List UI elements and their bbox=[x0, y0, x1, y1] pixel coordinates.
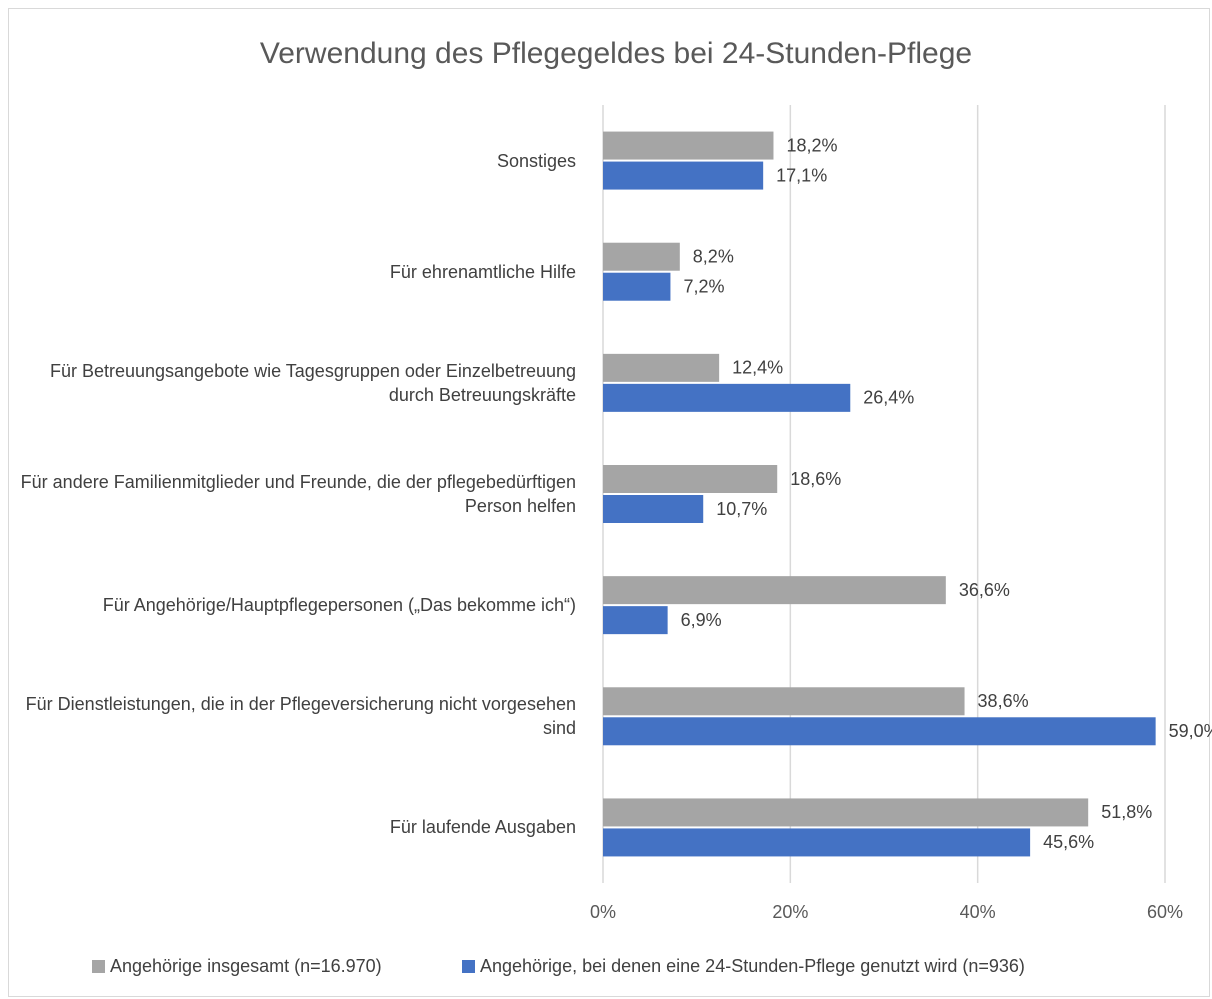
data-label: 45,6% bbox=[1043, 832, 1094, 852]
bar bbox=[603, 131, 774, 160]
bar bbox=[603, 798, 1089, 827]
data-label: 59,0% bbox=[1169, 721, 1212, 741]
bar bbox=[603, 161, 764, 190]
legend-swatch bbox=[92, 960, 105, 973]
data-label: 18,2% bbox=[786, 135, 837, 155]
legend-label: Angehörige insgesamt (n=16.970) bbox=[110, 956, 382, 976]
bar bbox=[603, 828, 1031, 857]
x-tick-label: 60% bbox=[1147, 902, 1183, 922]
data-label: 36,6% bbox=[959, 580, 1010, 600]
bar bbox=[603, 465, 778, 493]
bar bbox=[603, 242, 680, 271]
legend-swatch bbox=[462, 960, 475, 973]
data-label: 6,9% bbox=[681, 610, 722, 630]
chart-title: Verwendung des Pflegegeldes bei 24-Stund… bbox=[260, 37, 972, 70]
x-tick-label: 0% bbox=[590, 902, 616, 922]
bar bbox=[603, 353, 720, 382]
bar bbox=[603, 495, 704, 523]
legend-label: Angehörige, bei denen eine 24-Stunden-Pf… bbox=[480, 956, 1025, 976]
data-label: 26,4% bbox=[863, 388, 914, 408]
data-label: 8,2% bbox=[693, 246, 734, 266]
category-label: Für ehrenamtliche Hilfe bbox=[389, 261, 576, 282]
data-label: 10,7% bbox=[716, 499, 767, 519]
data-label: 17,1% bbox=[776, 165, 827, 185]
data-label: 51,8% bbox=[1101, 802, 1152, 822]
data-label: 7,2% bbox=[683, 276, 724, 296]
bar bbox=[603, 717, 1156, 746]
category-label: Für laufende Ausgaben bbox=[389, 817, 576, 838]
bar bbox=[603, 272, 671, 301]
category-label: Für Betreuungsangebote wie Tagesgruppen … bbox=[49, 360, 576, 405]
bar bbox=[603, 383, 851, 412]
bar bbox=[603, 606, 668, 635]
x-tick-label: 40% bbox=[960, 902, 996, 922]
data-label: 38,6% bbox=[978, 691, 1029, 711]
category-label: Für Angehörige/Hauptpflegepersonen („Das… bbox=[102, 595, 576, 616]
category-label: Sonstiges bbox=[496, 150, 576, 171]
category-label: Für andere Familienmitglieder und Freund… bbox=[20, 472, 576, 516]
bar bbox=[603, 576, 946, 605]
x-tick-label: 20% bbox=[772, 902, 808, 922]
data-label: 18,6% bbox=[790, 469, 841, 489]
category-label: Für Dienstleistungen, die in der Pflegev… bbox=[25, 694, 576, 739]
bar bbox=[603, 687, 965, 716]
data-label: 12,4% bbox=[732, 358, 783, 378]
